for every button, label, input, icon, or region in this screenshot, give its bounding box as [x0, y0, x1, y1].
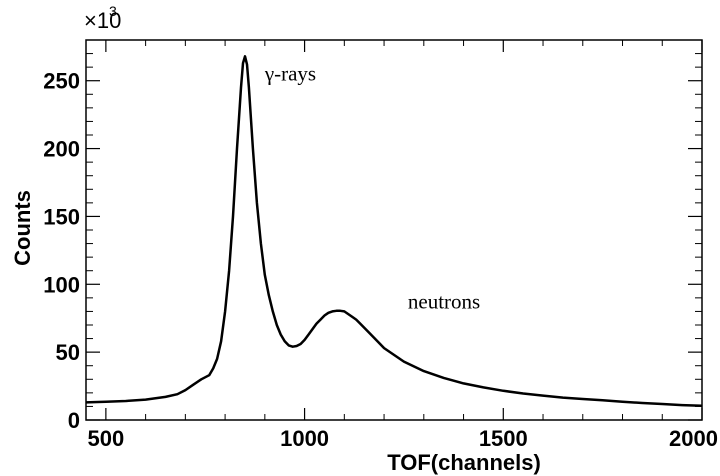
y-tick-label: 250	[43, 69, 80, 94]
x-tick-label: 500	[88, 426, 125, 451]
x-tick-label: 1000	[280, 426, 329, 451]
y-tick-label: 100	[43, 272, 80, 297]
x-tick-label: 1500	[479, 426, 528, 451]
y-axis-title: Counts	[10, 190, 35, 266]
plot-frame-layer	[85, 39, 703, 421]
y-tick-label: 150	[43, 204, 80, 229]
y-scale-label: ×10	[84, 8, 121, 33]
series-line-0	[85, 55, 703, 408]
y-tick-label: 200	[43, 137, 80, 162]
plot-frame	[85, 39, 703, 421]
x-tick-label: 2000	[669, 426, 718, 451]
series-layer	[85, 55, 703, 408]
annotation-gamma-rays: γ-rays	[264, 62, 316, 86]
y-tick-label: 0	[68, 408, 80, 433]
annotation-neutrons: neutrons	[408, 290, 480, 314]
ticks-layer: 500 1000 1500 2000 0 50 100 150 200 250	[43, 40, 718, 451]
y-scale-exponent: 3	[109, 3, 117, 19]
x-axis-title: TOF(channels)	[387, 450, 541, 475]
y-tick-label: 50	[56, 340, 80, 365]
